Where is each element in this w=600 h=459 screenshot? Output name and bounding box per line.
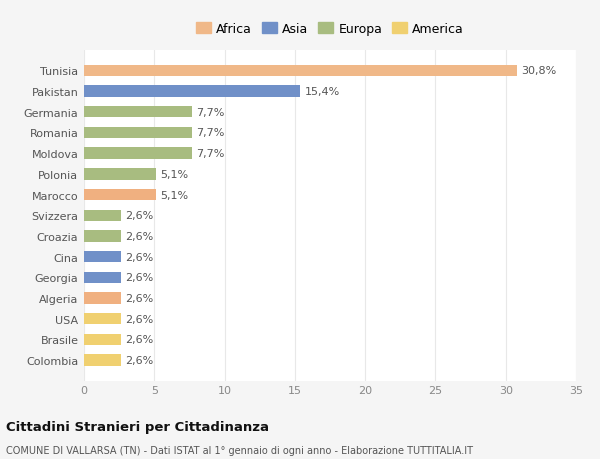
Bar [84, 313, 121, 325]
Bar [84, 128, 192, 139]
Text: 2,6%: 2,6% [125, 335, 153, 345]
Bar [84, 272, 121, 283]
Bar [84, 252, 121, 263]
Bar [84, 334, 121, 345]
Legend: Africa, Asia, Europa, America: Africa, Asia, Europa, America [194, 20, 466, 39]
Text: 2,6%: 2,6% [125, 314, 153, 324]
Bar [84, 355, 121, 366]
Text: 2,6%: 2,6% [125, 231, 153, 241]
Bar [84, 293, 121, 304]
Text: 2,6%: 2,6% [125, 355, 153, 365]
Bar [84, 190, 155, 201]
Text: COMUNE DI VALLARSA (TN) - Dati ISTAT al 1° gennaio di ogni anno - Elaborazione T: COMUNE DI VALLARSA (TN) - Dati ISTAT al … [6, 445, 473, 455]
Bar [84, 148, 192, 159]
Text: 30,8%: 30,8% [521, 66, 556, 76]
Text: 7,7%: 7,7% [196, 107, 225, 118]
Text: 2,6%: 2,6% [125, 293, 153, 303]
Text: 5,1%: 5,1% [160, 190, 188, 200]
Bar [84, 107, 192, 118]
Bar [84, 231, 121, 242]
Bar [84, 210, 121, 221]
Bar [84, 66, 517, 77]
Text: Cittadini Stranieri per Cittadinanza: Cittadini Stranieri per Cittadinanza [6, 420, 269, 433]
Text: 7,7%: 7,7% [196, 128, 225, 138]
Text: 2,6%: 2,6% [125, 211, 153, 221]
Text: 2,6%: 2,6% [125, 273, 153, 283]
Text: 15,4%: 15,4% [305, 87, 340, 97]
Text: 5,1%: 5,1% [160, 169, 188, 179]
Bar [84, 169, 155, 180]
Text: 2,6%: 2,6% [125, 252, 153, 262]
Text: 7,7%: 7,7% [196, 149, 225, 159]
Bar [84, 86, 301, 97]
